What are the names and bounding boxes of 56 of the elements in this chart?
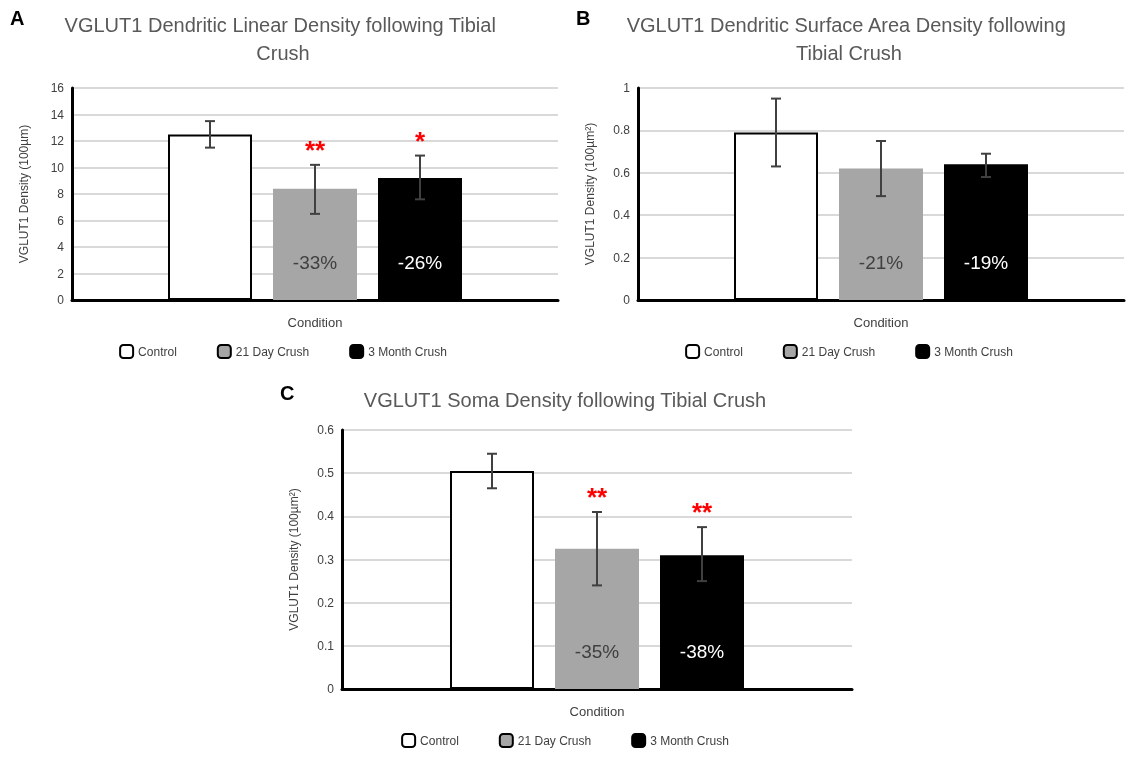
y-tick-label: 0.6 (613, 165, 631, 180)
y-tick-label: 0.4 (317, 509, 335, 524)
legend-label: 3 Month Crush (934, 344, 1013, 359)
y-tick-label: 0.1 (317, 638, 335, 653)
legend-label: 21 Day Crush (235, 344, 310, 359)
y-tick-label: 0.5 (317, 466, 335, 481)
y-tick-label: 10 (50, 160, 65, 175)
annotation: -26% (397, 251, 443, 273)
y-tick-label: 1 (623, 81, 631, 95)
y-tick-label: 2 (57, 266, 65, 281)
annotation: -21% (858, 251, 904, 273)
legend-label: 21 Day Crush (517, 733, 592, 748)
y-tick-label: 0 (623, 293, 631, 307)
text: C (280, 382, 295, 404)
y-axis-title: VGLUT1 Density (100µm²) (583, 122, 597, 266)
chart-title: VGLUT1 Soma Density following Tibial Crush (363, 389, 767, 411)
annotation: * (414, 125, 426, 156)
y-tick-label: 0.8 (613, 123, 631, 138)
bar (273, 188, 357, 300)
y-tick-label: 0.3 (317, 552, 335, 567)
y-tick-label: 6 (57, 213, 65, 228)
bar (555, 548, 639, 689)
legend-label: Control (704, 344, 743, 359)
chart-title: VGLUT1 Dendritic Linear Density following Tibial Crush (64, 14, 502, 64)
annotation: ** (691, 497, 713, 528)
legend-label: 21 Day Crush (801, 344, 876, 359)
annotation: -33% (292, 251, 338, 273)
y-axis-title: VGLUT1 Density (100µm) (17, 124, 31, 264)
legend-label: Control (420, 733, 459, 748)
y-tick-label: 0 (327, 682, 335, 696)
x-axis-title: Condition (287, 315, 343, 330)
annotation: -38% (679, 640, 725, 662)
legend-label: 3 Month Crush (368, 344, 447, 359)
x-axis-title: Condition (853, 315, 909, 330)
annotation: -35% (574, 640, 620, 662)
chart-title: VGLUT1 Dendritic Surface Area Density following Tibial Crush (626, 14, 1072, 64)
y-tick-label: 0.4 (613, 208, 631, 223)
text: B (576, 7, 591, 29)
y-tick-label: 16 (50, 81, 65, 95)
y-tick-label: 0 (57, 293, 65, 307)
y-tick-label: 14 (50, 107, 65, 122)
bar (839, 168, 923, 300)
y-tick-label: 4 (57, 240, 65, 254)
y-tick-label: 8 (57, 187, 65, 201)
legend-label: 3 Month Crush (650, 733, 729, 748)
legend-label: Control (138, 344, 177, 359)
y-tick-label: 0.6 (317, 423, 335, 437)
annotation: ** (304, 134, 326, 165)
y-axis-title: VGLUT1 Density (100µm²) (287, 488, 301, 631)
y-tick-label: 12 (50, 134, 65, 148)
x-axis-title: Condition (569, 704, 625, 719)
y-tick-label: 0.2 (317, 595, 335, 610)
annotation: ** (586, 482, 608, 513)
text: A (10, 7, 25, 29)
annotation: -19% (963, 251, 1009, 273)
y-tick-label: 0.2 (613, 250, 631, 265)
